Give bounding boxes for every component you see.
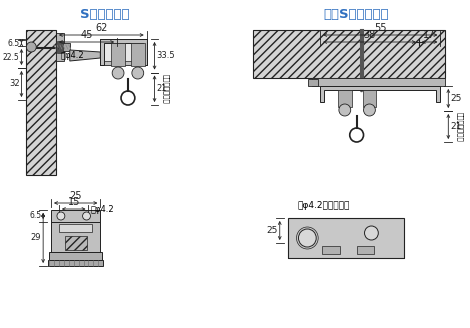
Bar — [322, 246, 340, 254]
Text: 穷φ4.2: 穷φ4.2 — [61, 51, 85, 60]
Bar — [62, 43, 70, 51]
Text: 6.5: 6.5 — [29, 212, 41, 220]
Text: （カン下寸法）: （カン下寸法） — [457, 112, 463, 141]
Text: 21: 21 — [157, 84, 167, 93]
Bar — [57, 41, 63, 53]
Text: 25: 25 — [266, 226, 278, 235]
Text: 穷φ4.2: 穷φ4.2 — [90, 204, 114, 214]
Bar — [100, 61, 147, 65]
Text: 29: 29 — [31, 234, 41, 242]
Text: 6.5: 6.5 — [8, 38, 19, 48]
Text: 25: 25 — [450, 94, 462, 103]
Bar — [131, 43, 145, 66]
Text: 55: 55 — [374, 23, 386, 33]
Polygon shape — [100, 39, 147, 65]
Circle shape — [26, 42, 36, 52]
Circle shape — [363, 104, 376, 116]
Bar — [51, 222, 100, 252]
Bar — [48, 260, 103, 266]
Bar — [362, 90, 376, 107]
Bar — [312, 78, 446, 86]
Bar — [143, 39, 147, 65]
Bar — [51, 210, 100, 222]
Text: 17: 17 — [423, 30, 436, 40]
Bar — [104, 43, 143, 61]
Text: 穷φ4.2（座堀付）: 穷φ4.2（座堀付） — [298, 201, 350, 210]
Bar — [59, 224, 93, 232]
Polygon shape — [320, 86, 440, 102]
Bar — [288, 218, 404, 258]
Bar — [253, 30, 446, 78]
Polygon shape — [70, 50, 100, 61]
Circle shape — [365, 226, 378, 240]
Circle shape — [112, 67, 124, 79]
Text: （カン下寸法）: （カン下寸法） — [163, 74, 170, 104]
Bar — [111, 43, 125, 66]
Bar — [65, 236, 86, 250]
Text: 62: 62 — [95, 23, 108, 33]
Text: 33.5: 33.5 — [157, 51, 175, 60]
Bar — [100, 39, 147, 43]
Bar — [100, 39, 104, 65]
Text: 38: 38 — [363, 30, 376, 40]
Text: 32: 32 — [9, 79, 19, 89]
Bar — [308, 79, 318, 86]
Circle shape — [132, 67, 144, 79]
Text: 22.5: 22.5 — [3, 52, 19, 62]
Text: 21: 21 — [450, 122, 462, 131]
Bar — [357, 246, 375, 254]
Bar — [56, 33, 64, 61]
Text: 15: 15 — [68, 197, 80, 207]
Circle shape — [57, 212, 65, 220]
Bar — [26, 30, 56, 175]
Text: 25: 25 — [70, 191, 82, 201]
Bar — [49, 252, 102, 260]
Bar — [338, 90, 352, 107]
Text: 天井Sブラケット: 天井Sブラケット — [324, 8, 390, 21]
Circle shape — [339, 104, 351, 116]
Circle shape — [298, 229, 316, 247]
Text: 45: 45 — [80, 30, 93, 40]
Circle shape — [83, 212, 90, 220]
Text: Sブラケット: Sブラケット — [80, 8, 130, 21]
